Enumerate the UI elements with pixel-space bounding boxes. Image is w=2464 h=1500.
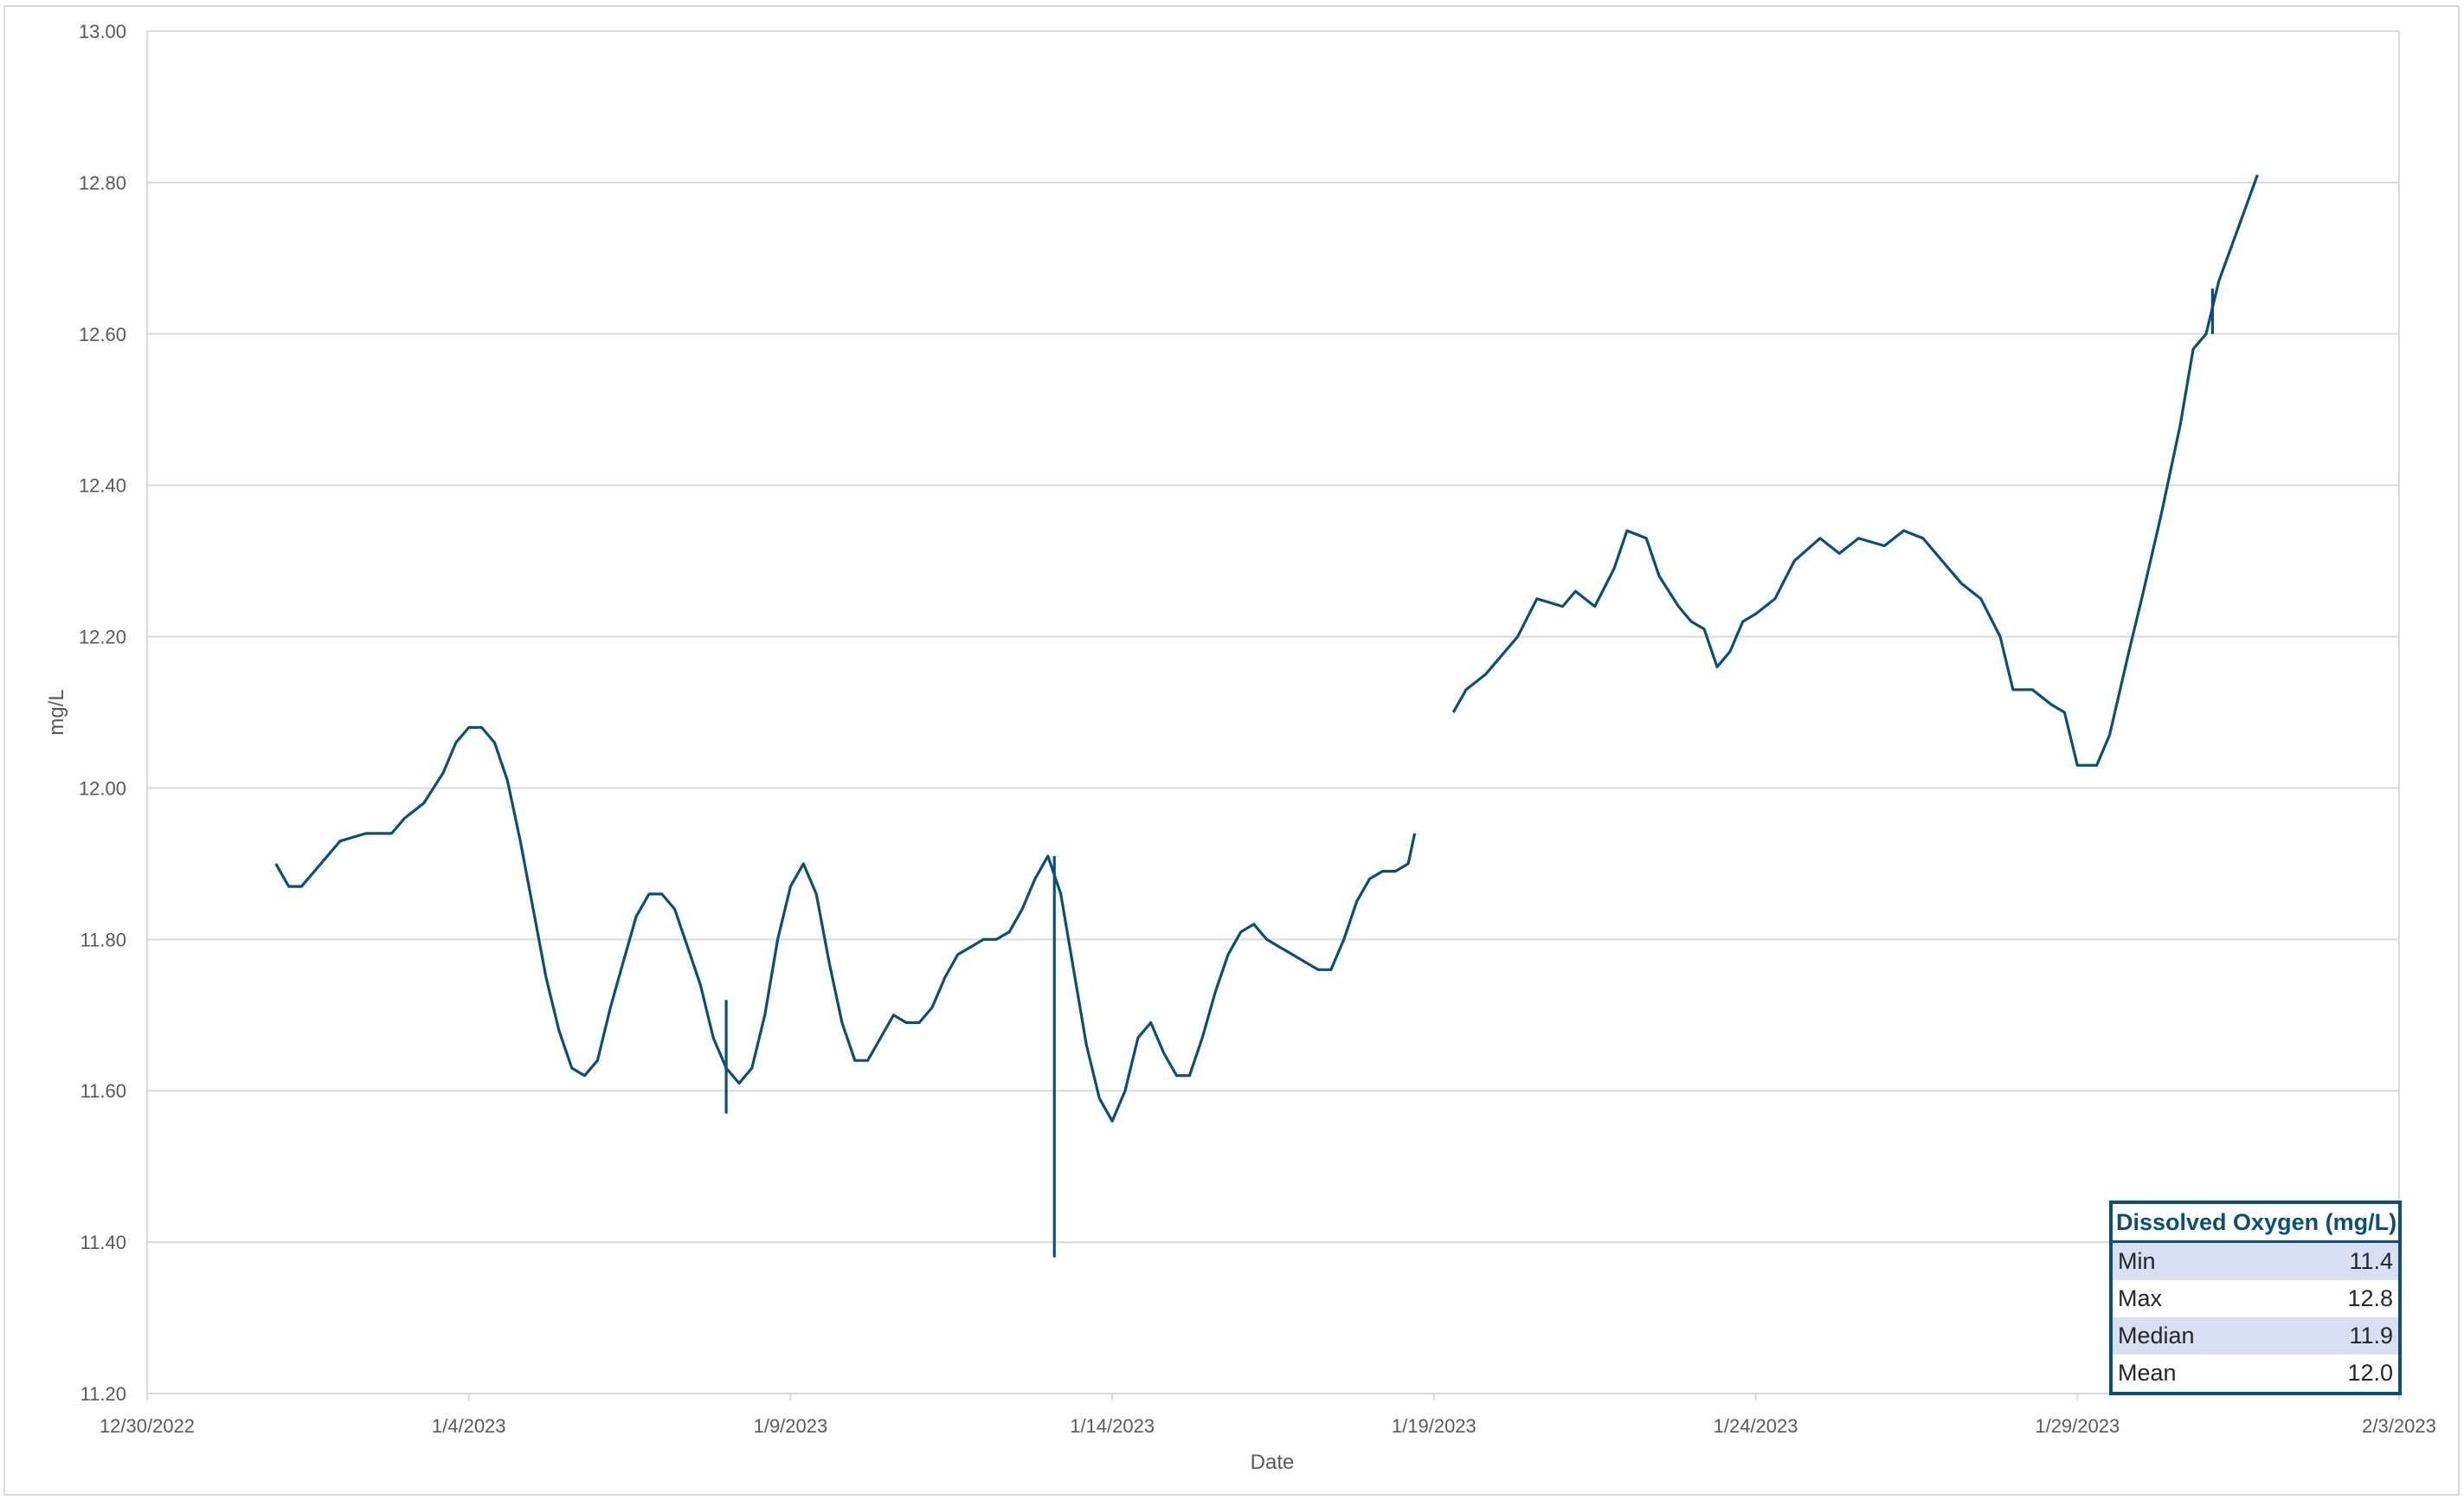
y-tick-label: 12.20 (79, 627, 126, 648)
x-tick-label: 1/4/2023 (432, 1415, 506, 1437)
stats-row-max: Max 12.8 (2113, 1280, 2398, 1317)
y-tick-labels: 11.20 11.40 11.60 11.80 12.00 12.20 12.40 12.60… (79, 21, 126, 1405)
y-tick-label: 11.80 (80, 929, 126, 950)
x-tick-labels: 12/30/2022 1/4/2023 1/9/2023 1/14/2023 1/19/… (100, 1415, 2436, 1437)
stats-label: Min (2118, 1248, 2156, 1274)
stats-row-mean: Mean 12.0 (2113, 1355, 2398, 1392)
y-axis-title: mg/L (45, 689, 68, 735)
stats-value: 12.8 (2347, 1285, 2393, 1311)
x-tick-label: 12/30/2022 (100, 1415, 195, 1437)
y-tick-label: 13.00 (79, 21, 126, 42)
stats-label: Max (2118, 1285, 2163, 1311)
x-tick-label: 1/29/2023 (2035, 1415, 2120, 1437)
y-tick-label: 12.40 (79, 475, 126, 497)
stats-label: Median (2118, 1323, 2195, 1349)
x-tick-label: 1/9/2023 (754, 1415, 828, 1437)
x-axis-title: Date (1251, 1451, 1295, 1474)
y-tick-label: 11.40 (80, 1232, 126, 1253)
stats-label: Mean (2118, 1360, 2177, 1386)
stats-value: 11.9 (2349, 1323, 2393, 1349)
stats-table-title: Dissolved Oxygen (mg/L) (2113, 1204, 2398, 1243)
stats-table: Dissolved Oxygen (mg/L) Min 11.4 Max 12.… (2109, 1201, 2402, 1395)
stats-value: 12.0 (2347, 1360, 2393, 1386)
y-tick-label: 12.00 (79, 777, 126, 799)
stats-value: 11.4 (2349, 1248, 2393, 1274)
y-tick-label: 12.60 (79, 324, 126, 345)
x-tick-label: 1/24/2023 (1714, 1415, 1798, 1437)
y-tick-label: 12.80 (79, 172, 126, 194)
x-tick-label: 1/19/2023 (1392, 1415, 1476, 1437)
chart-frame (3, 5, 2460, 1496)
x-tick-label: 2/3/2023 (2362, 1415, 2436, 1437)
y-tick-label: 11.20 (80, 1383, 126, 1405)
x-tick-label: 1/14/2023 (1070, 1415, 1155, 1437)
stats-row-min: Min 11.4 (2113, 1243, 2398, 1280)
series-dissolved-oxygen (274, 174, 2259, 1258)
gridlines (146, 30, 2400, 1400)
series-line (1451, 174, 2259, 767)
series-line (274, 725, 1417, 1123)
stats-row-median: Median 11.9 (2113, 1317, 2398, 1355)
y-tick-label: 11.60 (80, 1080, 126, 1102)
